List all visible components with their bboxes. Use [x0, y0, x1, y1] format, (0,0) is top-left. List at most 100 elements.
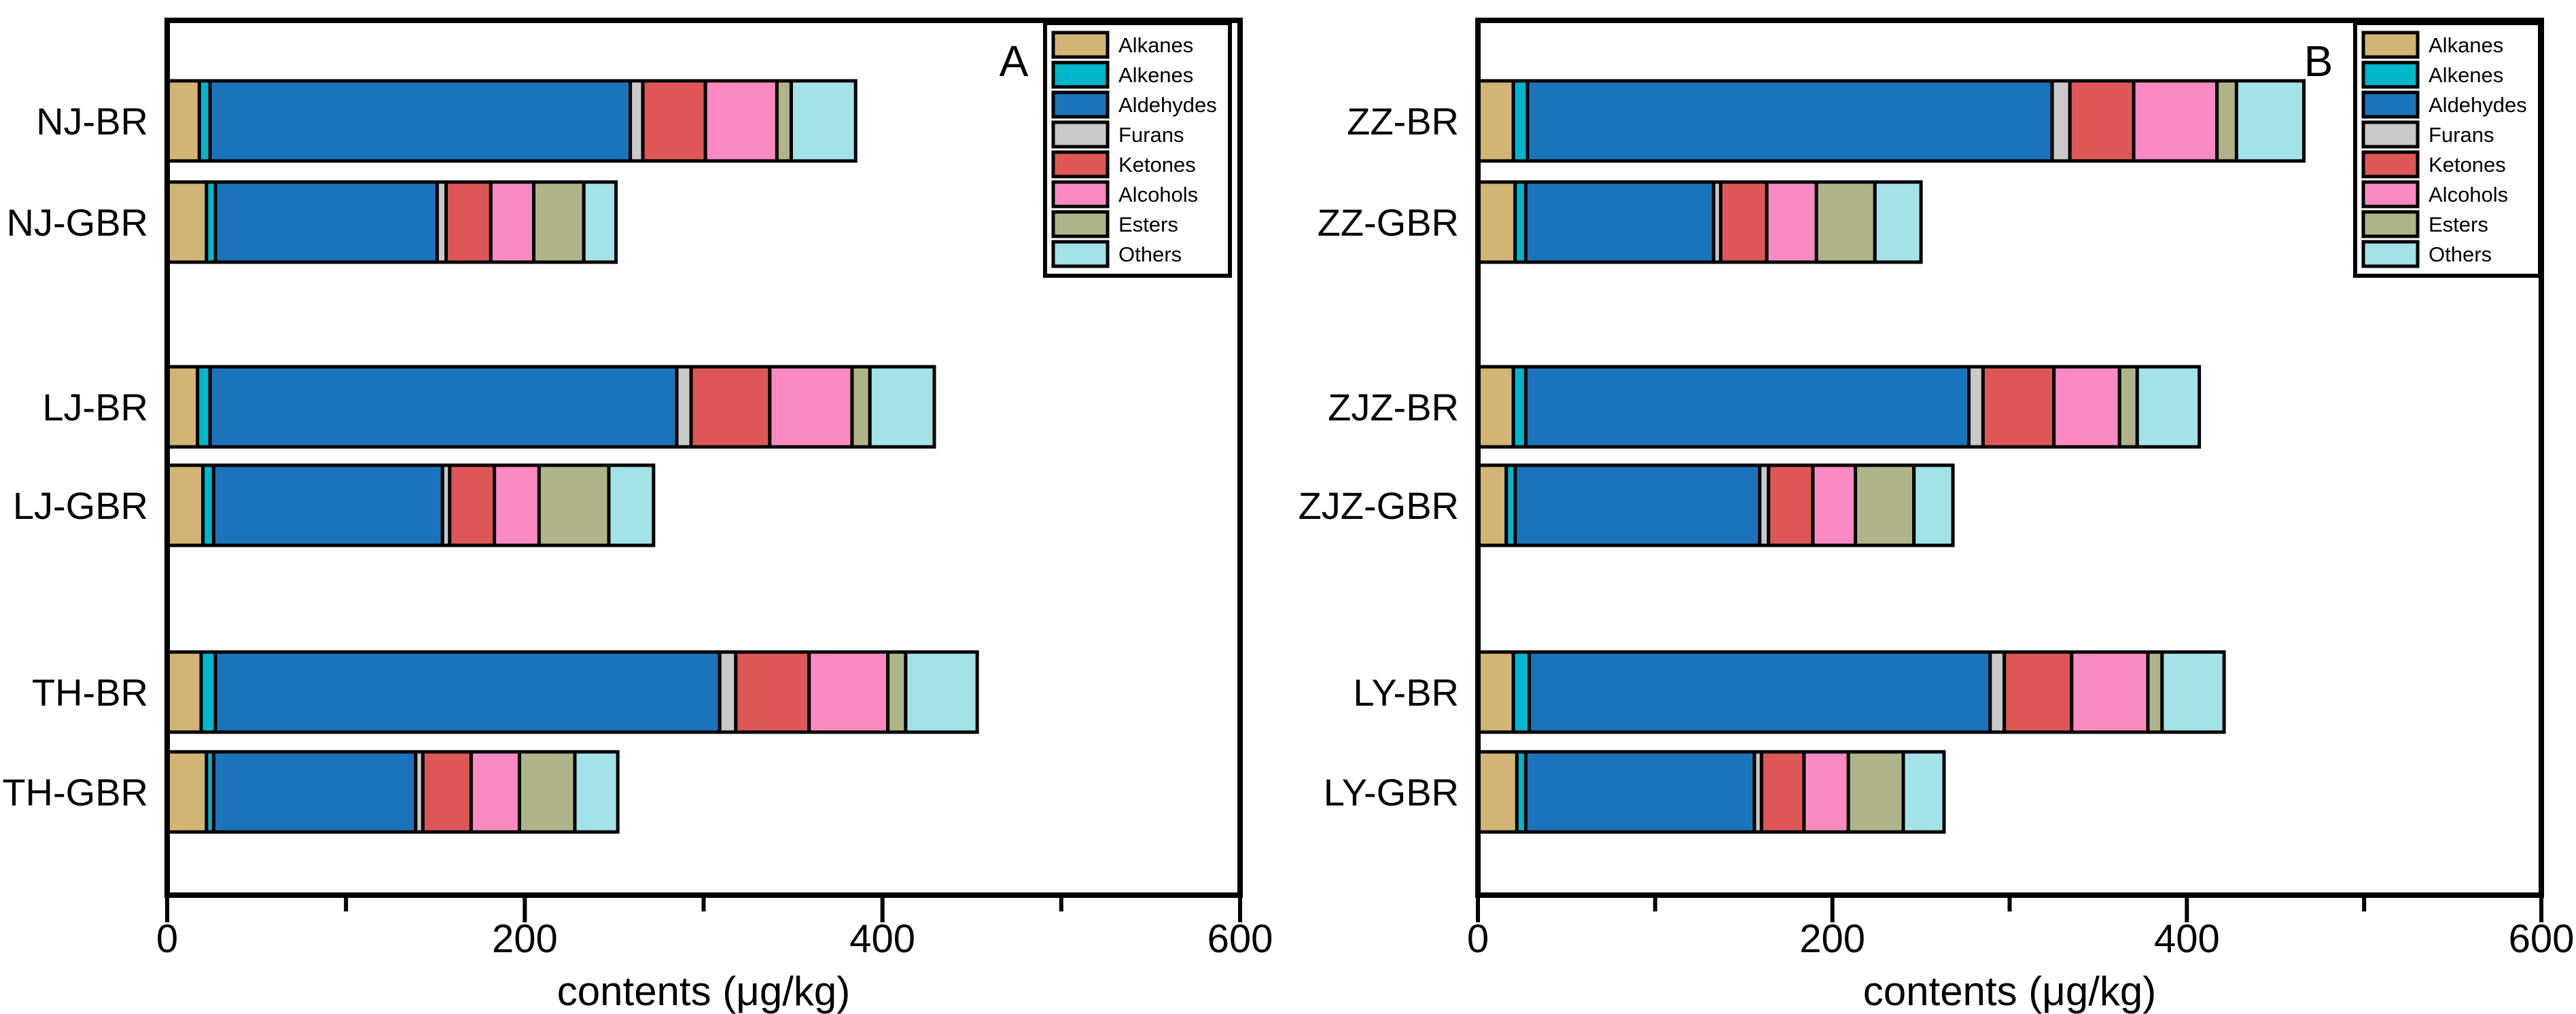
bar-segment-ketones: [734, 650, 811, 734]
bar-row-ZZ-BR: [1476, 79, 2306, 163]
x-tick-label: 0: [156, 917, 178, 961]
bar-segment-esters: [1846, 750, 1905, 834]
bar-segment-alkenes: [1511, 79, 1530, 163]
legend-swatch-alkanes: [1051, 31, 1110, 59]
bar-segment-ketones: [641, 79, 707, 163]
bar-segment-furans: [1988, 650, 2007, 734]
bar-segment-esters: [537, 463, 611, 547]
bar-segment-alkanes: [165, 365, 200, 449]
legend-label: Alcohols: [1118, 183, 1198, 206]
bar-segment-aldehydes: [1523, 365, 1971, 449]
bar-row-ZJZ-GBR: [1476, 463, 1955, 547]
x-tick-label: 600: [1207, 917, 1273, 961]
bar-segment-alkanes: [1476, 180, 1517, 264]
category-label: TH-BR: [32, 671, 148, 714]
panel-A: NJ-BR NJ-GBR LJ-BR LJ-GBR TH-BR TH-GBR 0 200 400…: [2, 18, 1273, 1014]
x-tick-label: 200: [1799, 917, 1865, 961]
bar-segment-alcohols: [469, 750, 521, 834]
legend-label: Alkenes: [1118, 63, 1193, 87]
category-label: ZZ-BR: [1347, 100, 1459, 143]
legend-label: Alkanes: [2429, 33, 2503, 57]
bar-segment-aldehydes: [208, 79, 633, 163]
category-label: LJ-GBR: [13, 484, 148, 527]
legend-label: Others: [1118, 242, 1182, 266]
bar-segment-aldehydes: [211, 463, 444, 547]
legend-swatch-alcohols: [1051, 180, 1110, 209]
legend-swatch-others: [1051, 240, 1110, 268]
bar-segment-alcohols: [493, 463, 541, 547]
bar-segment-furans: [2050, 79, 2072, 163]
bar-segment-alkanes: [165, 463, 205, 547]
x-tick-label: 0: [1467, 917, 1489, 961]
bar-segment-furans: [718, 650, 738, 734]
category-label: NJ-GBR: [7, 201, 148, 244]
x-tick-label: 400: [2154, 917, 2220, 961]
bar-segment-alkanes: [165, 650, 203, 734]
legend-label: Alcohols: [2429, 183, 2508, 206]
bar-segment-esters: [850, 365, 872, 449]
legend-swatch-furans: [1051, 120, 1110, 149]
legend-label: Alkenes: [2429, 63, 2503, 87]
bar-segment-ketones: [421, 750, 473, 834]
bar-segment-esters: [2117, 365, 2139, 449]
category-label: TH-GBR: [2, 771, 148, 814]
legend-swatch-aldehydes: [1051, 90, 1110, 119]
bar-segment-aldehydes: [1513, 463, 1762, 547]
legend-label: Esters: [2429, 213, 2488, 236]
bar-segment-others: [1912, 463, 1955, 547]
x-tick-label: 200: [492, 917, 558, 961]
bar-segment-alkanes: [165, 79, 201, 163]
bar-segment-others: [2160, 650, 2226, 734]
legend-label: Aldehydes: [1118, 93, 1217, 117]
bar-segment-alcohols: [1765, 180, 1818, 264]
category-label: LY-GBR: [1324, 771, 1459, 814]
bar-segment-aldehydes: [1528, 650, 1992, 734]
bar-segment-others: [2234, 79, 2306, 163]
bar-segment-alcohols: [489, 180, 535, 264]
panel-letter: B: [2304, 37, 2333, 86]
bar-segment-alkanes: [1476, 650, 1515, 734]
bar-segment-alkanes: [1476, 365, 1515, 449]
legend-swatch-furans: [2361, 120, 2420, 149]
bar-segment-alcohols: [703, 79, 779, 163]
legend-swatch-esters: [1051, 210, 1110, 238]
panel-letter: A: [1000, 37, 1029, 86]
legend-label: Others: [2429, 242, 2492, 266]
bar-row-NJ-BR: [165, 79, 858, 163]
category-label: NJ-BR: [36, 100, 148, 143]
bar-segment-furans: [629, 79, 645, 163]
bar-segment-esters: [517, 750, 577, 834]
legend-swatch-alcohols: [2361, 180, 2420, 209]
legend-swatch-esters: [2361, 210, 2420, 238]
legend-swatch-ketones: [2361, 150, 2420, 179]
bar-segment-esters: [886, 650, 908, 734]
legend-label: Aldehydes: [2429, 93, 2527, 117]
bar-row-TH-BR: [165, 650, 979, 734]
x-axis-title: contents (μg/kg): [557, 968, 850, 1014]
bar-segment-esters: [2215, 79, 2238, 163]
bar-segment-others: [582, 180, 618, 264]
bar-segment-aldehydes: [1525, 79, 2054, 163]
bar-segment-others: [607, 463, 656, 547]
legend-label: Alkanes: [1118, 33, 1193, 57]
bar-segment-esters: [1814, 180, 1877, 264]
bar-segment-others: [789, 79, 858, 163]
bar-row-ZZ-GBR: [1476, 180, 1923, 264]
panel-B: ZZ-BR ZZ-GBR ZJZ-BR ZJZ-GBR LY-BR LY-GBR 0 200 4…: [1299, 18, 2574, 1014]
bar-row-LY-BR: [1476, 650, 2226, 734]
bar-row-NJ-GBR: [165, 180, 618, 264]
bar-row-TH-GBR: [165, 750, 620, 834]
legend: Alkanes Alkenes Aldehydes Furans Ketones Alco…: [1043, 21, 1232, 278]
bar-segment-furans: [1967, 365, 1985, 449]
bar-segment-esters: [2146, 650, 2164, 734]
bar-segment-ketones: [448, 463, 497, 547]
bar-segment-ketones: [1718, 180, 1769, 264]
bar-segment-others: [2135, 365, 2202, 449]
legend-label: Furans: [2429, 123, 2494, 147]
bar-segment-alcohols: [2132, 79, 2219, 163]
bar-segment-aldehydes: [208, 365, 679, 449]
bar-segment-alcohols: [1811, 463, 1858, 547]
legend-label: Ketones: [2429, 153, 2506, 177]
